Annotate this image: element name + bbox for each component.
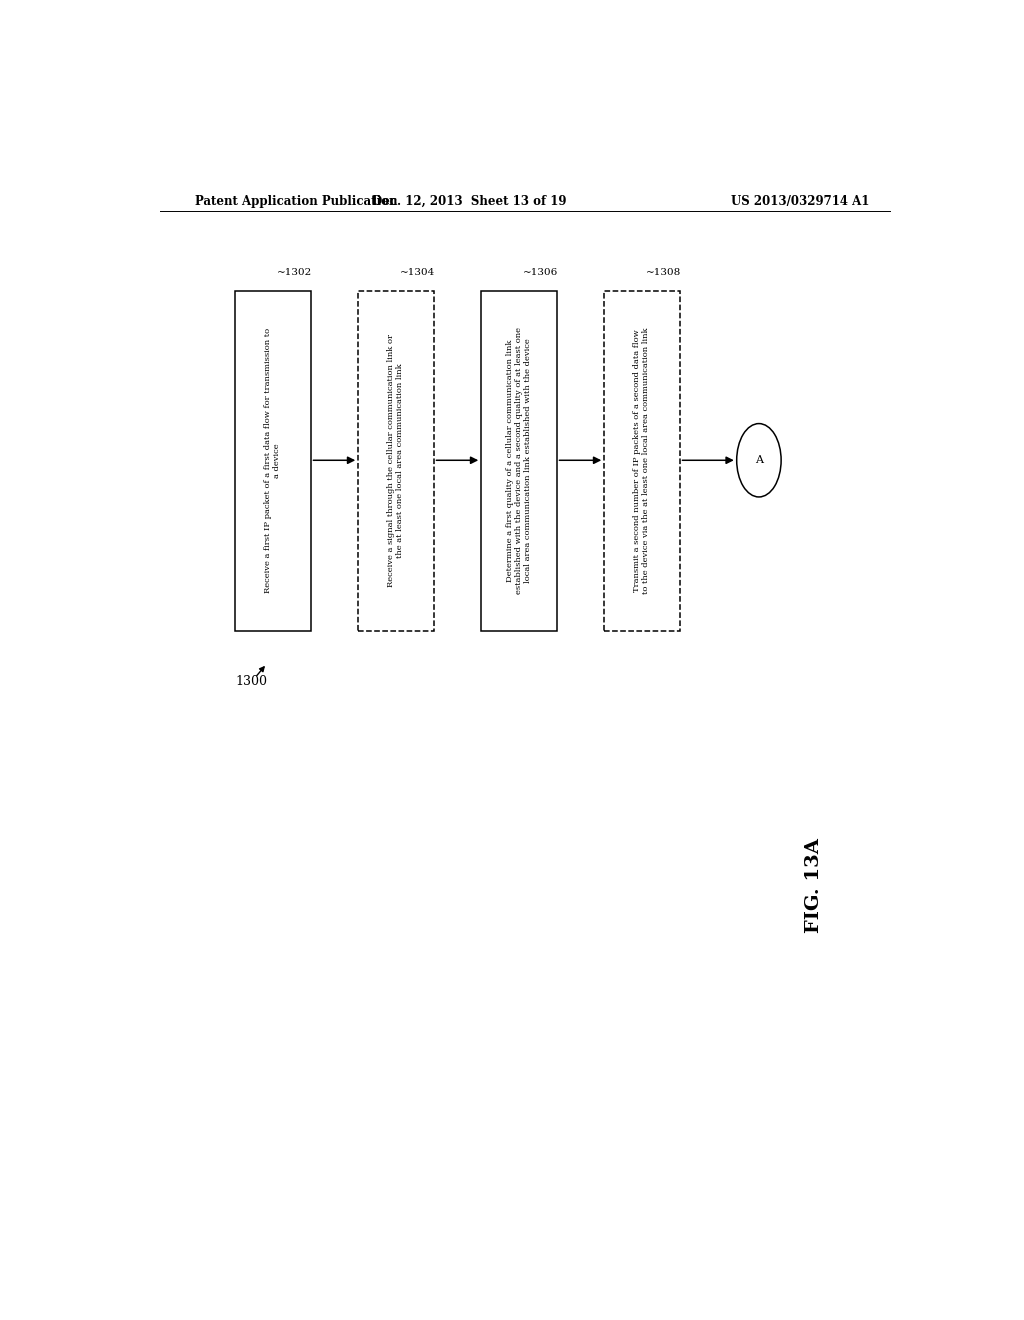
Text: A: A (755, 455, 763, 465)
Text: ~1302: ~1302 (276, 268, 312, 277)
Text: Receive a signal through the cellular communication link or
the at least one loc: Receive a signal through the cellular co… (387, 334, 404, 587)
Text: Determine a first quality of a cellular communication link
established with the : Determine a first quality of a cellular … (506, 327, 532, 594)
Text: Patent Application Publication: Patent Application Publication (196, 194, 398, 207)
Ellipse shape (736, 424, 781, 496)
Bar (481, 290, 557, 631)
Text: FIG. 13A: FIG. 13A (806, 838, 823, 932)
Text: ~1306: ~1306 (522, 268, 558, 277)
Bar (358, 290, 433, 631)
Text: ~1308: ~1308 (645, 268, 681, 277)
Bar (236, 290, 310, 631)
Text: US 2013/0329714 A1: US 2013/0329714 A1 (731, 194, 869, 207)
Text: Dec. 12, 2013  Sheet 13 of 19: Dec. 12, 2013 Sheet 13 of 19 (372, 194, 566, 207)
Text: ~1304: ~1304 (399, 268, 435, 277)
Text: Transmit a second number of IP packets of a second data flow
to the device via t: Transmit a second number of IP packets o… (633, 327, 650, 594)
Text: Receive a first IP packet of a first data flow for transmission to
a device: Receive a first IP packet of a first dat… (264, 329, 282, 594)
Bar (604, 290, 680, 631)
Text: 1300: 1300 (236, 676, 267, 688)
